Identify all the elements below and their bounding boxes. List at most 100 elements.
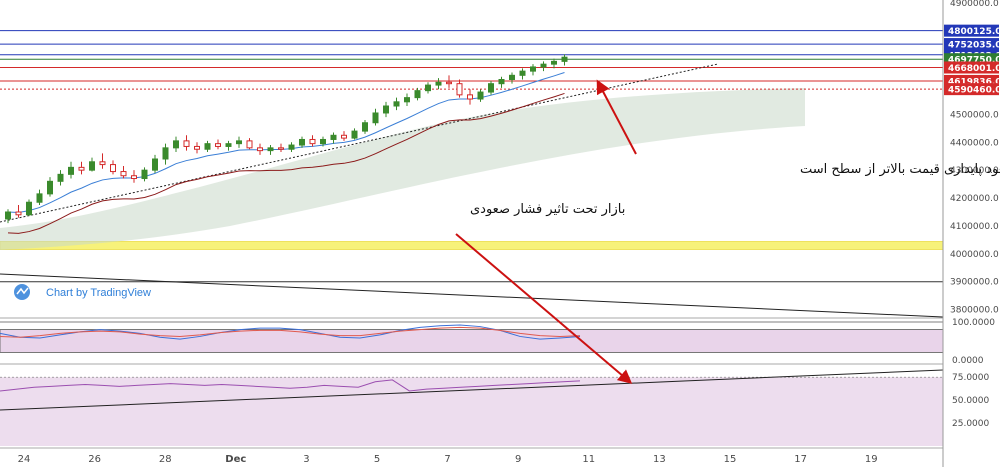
date-tick-label: 3 bbox=[303, 454, 309, 465]
candle-body bbox=[530, 66, 536, 72]
candle-body bbox=[309, 138, 316, 145]
annotation-arrow-down bbox=[455, 233, 633, 384]
candle-body bbox=[425, 84, 431, 92]
candle-body bbox=[15, 211, 22, 216]
candle-body bbox=[456, 83, 463, 96]
date-tick-label: 17 bbox=[794, 454, 807, 465]
candle-body bbox=[194, 145, 200, 150]
candle-body bbox=[5, 211, 11, 220]
candle-body bbox=[215, 143, 221, 147]
price-axis: 4900000.04800000.04700000.04600000.04500… bbox=[942, 0, 1000, 467]
price-tag-label: 4800125.0 bbox=[948, 27, 1000, 37]
price-tag-label: 4590460.0 bbox=[948, 86, 1000, 96]
price-tag bbox=[944, 53, 999, 66]
date-tick-label: 15 bbox=[724, 454, 737, 465]
price-tag bbox=[944, 38, 999, 51]
candle-body bbox=[267, 147, 274, 152]
date-tick-label: 26 bbox=[88, 454, 101, 465]
oscillator-2-tick-label: 75.0000 bbox=[952, 373, 989, 383]
oscillator-2-band bbox=[0, 377, 943, 446]
price-tag bbox=[944, 61, 999, 74]
candle-body bbox=[110, 164, 116, 173]
annotation-pressure-text: بازار تحت تاثیر فشار صعودی bbox=[470, 202, 625, 217]
candle-body bbox=[278, 147, 284, 150]
date-tick-label: 19 bbox=[865, 454, 878, 465]
tradingview-logo-icon bbox=[14, 284, 30, 300]
trendline-descending bbox=[0, 273, 944, 318]
candle-body bbox=[288, 144, 295, 150]
candle-body bbox=[561, 56, 568, 62]
candle-body bbox=[435, 81, 442, 86]
annotation-arrow-up bbox=[596, 79, 637, 155]
oscillator-1-tick-label: 100.0000 bbox=[952, 318, 995, 328]
price-tag-label: 4668001.0 bbox=[948, 64, 1000, 74]
price-tick-label: 4300000.0 bbox=[950, 166, 999, 176]
price-tag-label: 4752035.0 bbox=[948, 41, 1000, 51]
candle-body bbox=[26, 201, 32, 216]
tradingview-logo: Chart by TradingView bbox=[14, 284, 151, 300]
candle-body bbox=[99, 161, 106, 166]
candle-body bbox=[467, 94, 473, 100]
candle-body bbox=[372, 112, 379, 124]
candle-body bbox=[246, 140, 253, 149]
candle-body bbox=[362, 122, 368, 132]
candle-body bbox=[477, 91, 484, 100]
price-tag-label: 4619836.0 bbox=[948, 77, 1000, 87]
candle-body bbox=[257, 147, 263, 152]
date-tick-label: 5 bbox=[374, 454, 380, 465]
candle-body bbox=[141, 169, 148, 180]
candle-body bbox=[68, 166, 74, 175]
oscillator-2-tick-label: 50.0000 bbox=[952, 396, 989, 406]
candle-body bbox=[393, 101, 400, 107]
oscillator-pane-1 bbox=[0, 321, 944, 353]
annotation-sustain-text: شرط ادامه صعود پایداری قیمت بالاتر از سط… bbox=[800, 162, 1000, 177]
candle-body bbox=[320, 138, 326, 145]
candle-body bbox=[551, 60, 557, 65]
candle-body bbox=[351, 130, 358, 139]
date-axis: 24 26 28 Dec 3 5 7 9 11 13 15 17 19 bbox=[18, 454, 878, 465]
price-tick-label: 4100000.0 bbox=[950, 222, 999, 232]
candle-body bbox=[183, 140, 190, 147]
oscillator-2-line bbox=[0, 379, 581, 392]
oscillator-1-band bbox=[0, 329, 944, 353]
candle-body bbox=[57, 173, 64, 182]
candle-body bbox=[540, 63, 547, 68]
candle-body bbox=[120, 171, 127, 177]
oscillator-1-tick-label: 0.0000 bbox=[952, 356, 984, 366]
candle-body bbox=[446, 81, 452, 85]
candle-body bbox=[330, 134, 337, 140]
candle-body bbox=[162, 147, 169, 160]
lower-band-line bbox=[7, 92, 565, 234]
price-tick-label: 3900000.0 bbox=[950, 278, 999, 288]
candle-body bbox=[152, 158, 158, 171]
price-tick-label: 3800000.0 bbox=[950, 306, 999, 316]
candle-body bbox=[383, 105, 389, 114]
price-tick-label: 4900000.0 bbox=[950, 0, 999, 9]
candle-body bbox=[47, 180, 53, 195]
date-tick-label: Dec bbox=[225, 454, 246, 465]
price-tick-label: 4000000.0 bbox=[950, 250, 999, 260]
price-tag bbox=[944, 24, 999, 37]
candle-body bbox=[131, 175, 137, 180]
oscillator-1-series-line bbox=[0, 324, 581, 340]
price-tick-label: 4400000.0 bbox=[950, 138, 999, 148]
candle-body bbox=[509, 74, 515, 80]
oscillator-2-trendline bbox=[0, 369, 944, 411]
candle-body bbox=[299, 138, 305, 146]
oscillator-2-tick-label: 25.0000 bbox=[952, 419, 989, 429]
date-tick-label: 11 bbox=[582, 454, 595, 465]
price-tick-label: 4200000.0 bbox=[950, 194, 999, 204]
candle-body bbox=[414, 90, 421, 99]
date-tick-label: 24 bbox=[18, 454, 31, 465]
candle-body bbox=[498, 79, 505, 85]
date-tick-label: 7 bbox=[444, 454, 450, 465]
candle-body bbox=[519, 70, 526, 76]
candle-body bbox=[36, 193, 43, 203]
oscillator-1-series-line bbox=[0, 326, 581, 338]
candle-body bbox=[89, 161, 95, 171]
candle-body bbox=[341, 134, 347, 139]
candle-body bbox=[204, 143, 211, 150]
watermark-text: Chart by TradingView bbox=[46, 287, 151, 299]
date-tick-label: 9 bbox=[515, 454, 521, 465]
